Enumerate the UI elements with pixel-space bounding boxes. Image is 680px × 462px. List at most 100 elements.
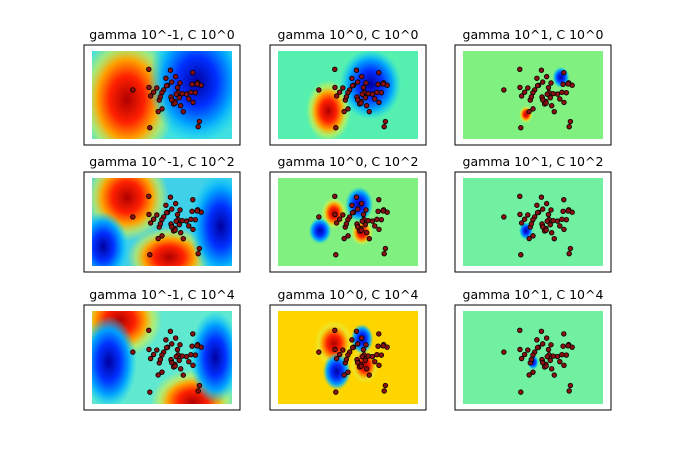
sample-point — [518, 252, 524, 258]
sample-point — [565, 208, 571, 214]
sample-point — [172, 363, 178, 369]
sample-point — [183, 218, 190, 224]
sample-point — [374, 89, 380, 96]
sample-point — [517, 66, 523, 72]
sample-point — [341, 372, 347, 378]
heatmap-blob — [148, 51, 232, 139]
heatmap — [92, 178, 232, 266]
sample-point — [563, 216, 570, 223]
sample-point — [176, 357, 182, 364]
sample-point — [177, 342, 183, 348]
sample-point — [518, 389, 524, 395]
sample-point — [353, 194, 360, 200]
sample-point — [547, 95, 553, 101]
panel: gamma 10^-1, C 10^4 — [83, 287, 241, 411]
heatmap — [463, 178, 603, 266]
sample-point — [375, 343, 381, 349]
sample-point — [316, 349, 322, 355]
sample-point — [169, 360, 175, 366]
sample-point — [349, 75, 355, 81]
sample-point — [146, 346, 152, 353]
sample-point — [534, 202, 540, 208]
heatmap-blob — [314, 320, 354, 367]
sample-point — [155, 108, 161, 115]
sample-point — [538, 194, 545, 200]
sample-point — [177, 80, 183, 86]
sample-point — [340, 85, 346, 91]
sample-point — [349, 210, 356, 216]
sample-point — [147, 252, 153, 258]
sample-point — [163, 75, 169, 81]
sample-point — [172, 73, 179, 80]
sample-point — [355, 79, 361, 85]
panel-title: gamma 10^1, C 10^2 — [463, 154, 604, 169]
sample-point — [530, 369, 536, 375]
sample-point — [177, 366, 184, 372]
sample-point — [378, 89, 385, 96]
sample-point — [366, 372, 372, 378]
sample-point — [372, 358, 378, 365]
sample-point — [561, 69, 567, 76]
sample-point — [150, 89, 157, 95]
sample-point — [362, 357, 368, 364]
sample-point — [543, 200, 550, 207]
sample-point — [169, 341, 175, 347]
panel: gamma 10^1, C 10^0 — [454, 27, 612, 146]
sample-point — [559, 352, 565, 358]
sample-point — [528, 221, 535, 227]
sample-point — [180, 235, 186, 242]
sample-point — [189, 343, 195, 349]
sample-point — [548, 207, 554, 213]
sample-point — [374, 352, 380, 358]
sample-point — [518, 355, 525, 362]
sample-point — [333, 93, 340, 99]
sample-point — [551, 235, 557, 242]
sample-point — [363, 366, 370, 372]
sample-point — [517, 346, 523, 353]
sample-point — [150, 216, 157, 222]
sample-point — [517, 327, 523, 334]
sample-point — [538, 67, 545, 73]
sample-point — [189, 81, 195, 88]
sample-point — [526, 372, 532, 378]
sample-point — [146, 66, 152, 72]
sample-point — [188, 89, 194, 96]
sample-point — [363, 103, 370, 109]
sample-point — [186, 358, 192, 365]
sample-point — [157, 356, 164, 363]
sample-point — [345, 233, 351, 239]
sample-point — [159, 369, 165, 375]
sample-point — [543, 73, 550, 80]
sample-point — [540, 224, 546, 230]
sample-point — [369, 353, 376, 360]
sample-point — [561, 99, 567, 106]
sample-point — [544, 91, 550, 97]
sample-point — [333, 252, 339, 258]
sample-point — [192, 216, 199, 223]
sample-point — [567, 245, 574, 252]
sample-point — [169, 206, 175, 212]
sample-point — [177, 207, 183, 213]
sample-point — [369, 91, 376, 97]
sample-point — [521, 216, 528, 222]
sample-point — [345, 352, 351, 358]
sample-point — [554, 353, 561, 360]
panel-title: gamma 10^0, C 10^0 — [278, 27, 419, 42]
sample-point — [540, 360, 546, 366]
sample-point — [501, 349, 507, 355]
sample-point — [333, 355, 340, 362]
sample-point — [183, 91, 190, 97]
sample-point — [358, 100, 364, 106]
sample-point — [355, 224, 361, 230]
sample-point — [548, 230, 555, 236]
sample-point — [382, 118, 389, 125]
sample-point — [163, 337, 169, 343]
sample-point — [540, 341, 546, 347]
sample-point — [566, 123, 572, 130]
heatmap-blob — [92, 211, 129, 266]
sample-point — [340, 347, 346, 353]
sample-point — [358, 335, 365, 341]
sample-point — [155, 235, 161, 242]
sample-point — [316, 214, 322, 220]
sample-point — [363, 207, 369, 213]
